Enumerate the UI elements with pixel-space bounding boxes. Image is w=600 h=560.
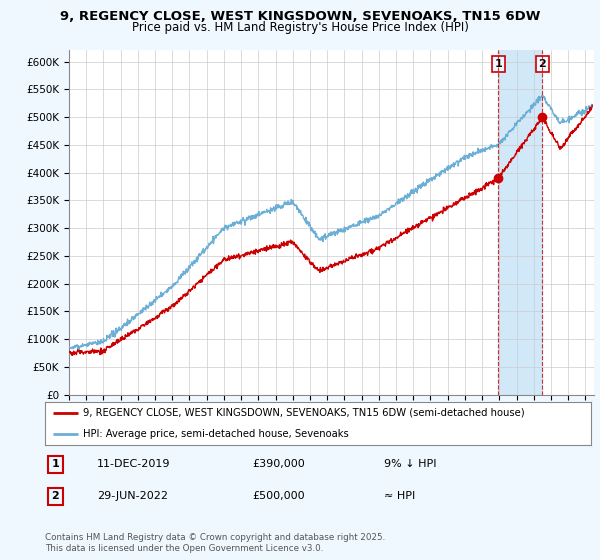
Text: 11-DEC-2019: 11-DEC-2019 (97, 459, 170, 469)
Text: 29-JUN-2022: 29-JUN-2022 (97, 492, 168, 502)
Bar (498, 50, 542, 395)
Text: 9% ↓ HPI: 9% ↓ HPI (383, 459, 436, 469)
Text: 1: 1 (494, 59, 502, 69)
Text: 9, REGENCY CLOSE, WEST KINGSDOWN, SEVENOAKS, TN15 6DW: 9, REGENCY CLOSE, WEST KINGSDOWN, SEVENO… (60, 10, 540, 22)
Text: ≈ HPI: ≈ HPI (383, 492, 415, 502)
Text: HPI: Average price, semi-detached house, Sevenoaks: HPI: Average price, semi-detached house,… (83, 429, 349, 439)
Text: 9, REGENCY CLOSE, WEST KINGSDOWN, SEVENOAKS, TN15 6DW (semi-detached house): 9, REGENCY CLOSE, WEST KINGSDOWN, SEVENO… (83, 408, 525, 418)
Text: 2: 2 (538, 59, 546, 69)
Text: 2: 2 (52, 492, 59, 502)
Text: 1: 1 (52, 459, 59, 469)
Text: £390,000: £390,000 (253, 459, 305, 469)
Text: Contains HM Land Registry data © Crown copyright and database right 2025.
This d: Contains HM Land Registry data © Crown c… (45, 533, 385, 553)
Text: Price paid vs. HM Land Registry's House Price Index (HPI): Price paid vs. HM Land Registry's House … (131, 21, 469, 34)
Text: £500,000: £500,000 (253, 492, 305, 502)
